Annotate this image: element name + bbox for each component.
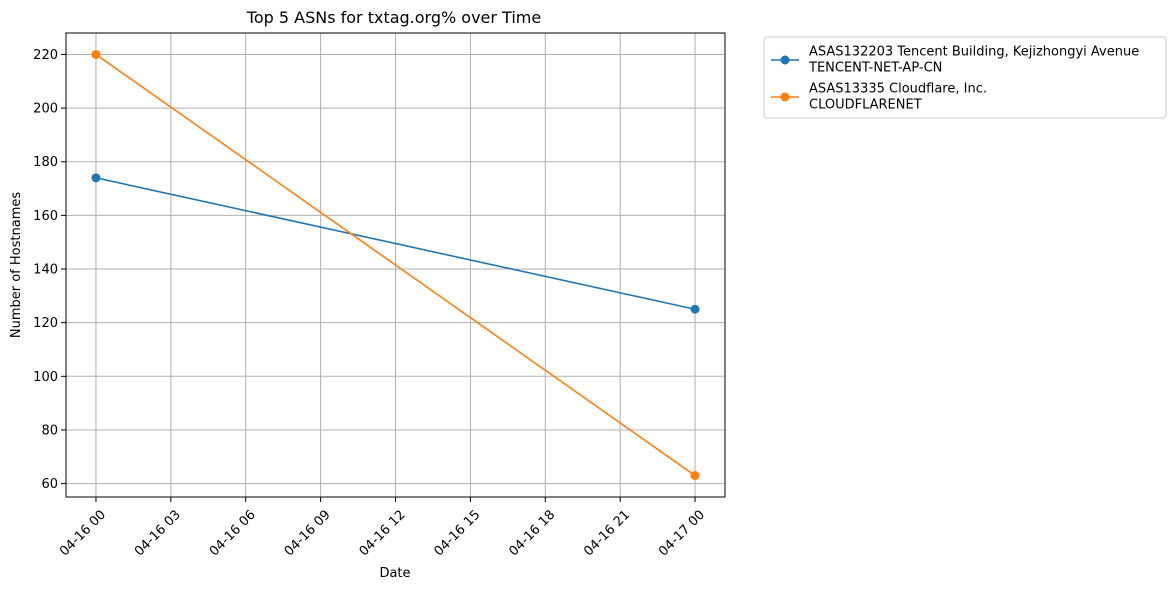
x-tick-label: 04-16 00 bbox=[57, 507, 109, 559]
y-axis-label: Number of Hostnames bbox=[9, 192, 24, 338]
y-axis: 60 80 100 120 140 160 180 200 220 bbox=[33, 48, 66, 492]
chart-title: Top 5 ASNs for txtag.org% over Time bbox=[246, 8, 541, 27]
data-point bbox=[690, 471, 700, 481]
legend-swatch-marker bbox=[780, 92, 790, 102]
x-tick-label: 04-16 15 bbox=[431, 507, 483, 559]
x-tick-label: 04-16 03 bbox=[132, 507, 184, 559]
y-tick-label: 180 bbox=[33, 155, 58, 170]
y-tick-label: 120 bbox=[33, 316, 58, 331]
y-tick-label: 140 bbox=[33, 263, 58, 278]
x-axis: 04-16 00 04-16 03 04-16 06 04-16 09 04-16 12… bbox=[57, 497, 708, 559]
x-tick-label: 04-16 06 bbox=[207, 507, 259, 559]
series-line bbox=[95, 53, 696, 477]
y-tick-label: 220 bbox=[33, 48, 58, 63]
legend-label: CLOUDFLARENET bbox=[809, 98, 922, 113]
legend-swatch-marker bbox=[780, 55, 790, 65]
data-point bbox=[91, 49, 101, 59]
x-tick-label: 04-16 12 bbox=[357, 507, 409, 559]
legend-box bbox=[763, 36, 1167, 119]
x-tick-label: 04-17 00 bbox=[656, 507, 708, 559]
series-layer bbox=[91, 49, 700, 481]
legend: ASAS132203 Tencent Building, Kejizhongyi… bbox=[763, 36, 1167, 119]
x-axis-label: Date bbox=[379, 566, 410, 581]
data-point bbox=[91, 173, 101, 183]
y-tick-label: 160 bbox=[33, 209, 58, 224]
x-tick-label: 04-16 09 bbox=[282, 507, 334, 559]
grid bbox=[66, 33, 725, 497]
x-tick-label: 04-16 21 bbox=[581, 507, 633, 559]
y-tick-label: 100 bbox=[33, 370, 58, 385]
series-line bbox=[95, 177, 696, 311]
legend-label: ASAS13335 Cloudflare, Inc. bbox=[809, 82, 987, 97]
y-tick-label: 80 bbox=[41, 423, 58, 438]
y-tick-label: 60 bbox=[41, 477, 58, 492]
legend-label: TENCENT-NET-AP-CN bbox=[808, 61, 942, 76]
x-tick-label: 04-16 18 bbox=[506, 507, 558, 559]
data-point bbox=[690, 304, 700, 314]
y-tick-label: 200 bbox=[33, 102, 58, 117]
legend-label: ASAS132203 Tencent Building, Kejizhongyi… bbox=[809, 45, 1139, 60]
